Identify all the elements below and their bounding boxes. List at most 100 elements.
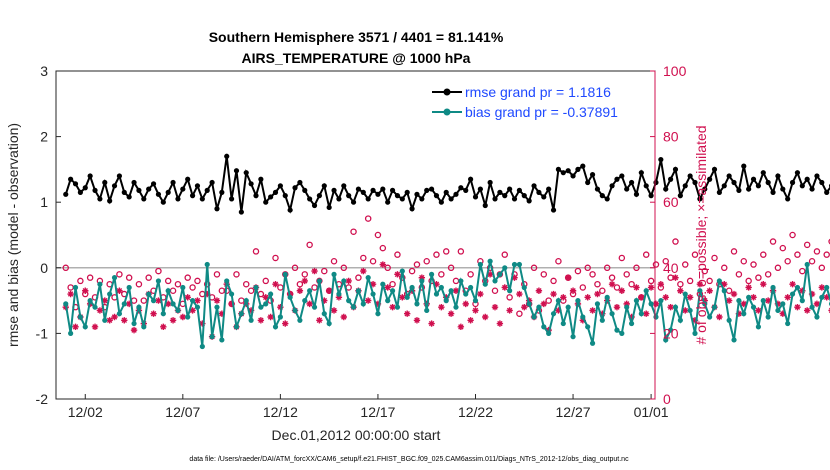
obs-possible-point bbox=[652, 261, 660, 268]
obs-possible-point bbox=[764, 271, 772, 278]
obs-possible-point bbox=[155, 267, 162, 275]
x-tick-label: 12/07 bbox=[165, 404, 200, 420]
bias-point bbox=[248, 317, 254, 323]
obs-assimilated-point bbox=[204, 290, 211, 298]
bias-point bbox=[297, 317, 303, 323]
obs-possible-point bbox=[803, 241, 811, 249]
obs-possible-point bbox=[818, 264, 826, 272]
obs-possible-point bbox=[813, 248, 821, 255]
rmse-point bbox=[131, 179, 137, 186]
rmse-point bbox=[824, 189, 830, 195]
bias-point bbox=[521, 284, 527, 291]
obs-assimilated-point bbox=[306, 300, 313, 308]
obs-assimilated-point bbox=[682, 307, 689, 314]
bias-point bbox=[355, 288, 362, 294]
rmse-point bbox=[102, 179, 108, 186]
rmse-point bbox=[355, 186, 362, 192]
x-tick-label: 12/17 bbox=[360, 404, 395, 420]
rmse-point bbox=[385, 199, 391, 205]
obs-assimilated-point bbox=[535, 287, 543, 294]
bias-point bbox=[824, 284, 830, 291]
bias-point bbox=[716, 278, 722, 284]
bias-point bbox=[311, 304, 318, 310]
bias-point bbox=[219, 337, 225, 343]
rmse-point bbox=[121, 189, 127, 195]
bias-point bbox=[531, 314, 537, 320]
bias-point bbox=[346, 298, 352, 304]
bias-point bbox=[229, 291, 235, 297]
bias-point bbox=[482, 281, 488, 287]
y-right-tick-label: 0 bbox=[663, 391, 671, 407]
obs-assimilated-point bbox=[228, 300, 235, 308]
obs-assimilated-point bbox=[125, 300, 133, 308]
obs-assimilated-point bbox=[91, 323, 99, 331]
obs-assimilated-point bbox=[111, 313, 118, 321]
rmse-point bbox=[628, 179, 635, 186]
obs-assimilated-point bbox=[399, 294, 406, 301]
obs-possible-point bbox=[740, 257, 748, 265]
obs-assimilated-point bbox=[189, 307, 196, 314]
bias-point bbox=[121, 301, 127, 307]
rmse-point bbox=[409, 206, 415, 212]
bias-point bbox=[233, 324, 240, 330]
obs-assimilated-point bbox=[784, 294, 791, 301]
obs-possible-point bbox=[442, 248, 450, 255]
obs-possible-point bbox=[789, 231, 796, 239]
x-tick-label: 12/02 bbox=[68, 404, 103, 420]
rmse-point bbox=[258, 176, 264, 182]
obs-assimilated-point bbox=[296, 287, 304, 294]
bias-point bbox=[189, 298, 196, 304]
y-left-tick-label: -1 bbox=[36, 325, 49, 341]
obs-assimilated-point bbox=[501, 284, 508, 291]
rmse-point bbox=[472, 194, 479, 200]
obs-possible-point bbox=[701, 267, 709, 275]
obs-assimilated-point bbox=[511, 274, 518, 281]
bias-point bbox=[731, 337, 737, 343]
obs-assimilated-point bbox=[677, 287, 684, 294]
obs-possible-point bbox=[330, 257, 338, 265]
obs-possible-point bbox=[491, 287, 499, 295]
bias-point bbox=[165, 288, 171, 294]
bias-point bbox=[765, 314, 771, 320]
obs-assimilated-point bbox=[169, 317, 177, 324]
obs-assimilated-point bbox=[345, 277, 352, 285]
bias-point bbox=[141, 324, 147, 330]
bias-point bbox=[180, 284, 186, 291]
rmse-point bbox=[248, 181, 254, 187]
obs-possible-point bbox=[247, 287, 255, 295]
rmse-point bbox=[638, 170, 644, 176]
rmse-point bbox=[531, 183, 537, 189]
bias-point bbox=[633, 298, 640, 304]
bias-point bbox=[707, 314, 713, 320]
bias-point bbox=[550, 311, 557, 317]
rmse-point bbox=[599, 193, 605, 199]
rmse-point bbox=[560, 170, 566, 176]
bias-point bbox=[263, 301, 269, 307]
bias-point bbox=[668, 327, 674, 333]
rmse-point bbox=[755, 183, 762, 189]
rmse-point bbox=[68, 176, 74, 182]
bias-point bbox=[77, 314, 83, 320]
rmse-point bbox=[692, 179, 698, 186]
rmse-point bbox=[453, 191, 459, 197]
rmse-point bbox=[165, 189, 171, 195]
legend-bias-label: bias grand pr = -0.37891 bbox=[465, 104, 618, 120]
rmse-point bbox=[238, 209, 244, 215]
bias-point bbox=[307, 288, 313, 294]
bias-point bbox=[785, 320, 791, 327]
x-tick-label: 12/27 bbox=[556, 404, 591, 420]
obs-assimilated-point bbox=[316, 317, 323, 324]
bias-point bbox=[702, 301, 708, 307]
rmse-point bbox=[253, 193, 259, 199]
obs-possible-point bbox=[681, 261, 689, 268]
x-axis-ticks: 12/02 12/07 12/12 12/17 12/22 12/27 01/01 bbox=[68, 394, 669, 420]
bias-point bbox=[97, 281, 103, 287]
obs-assimilated-point bbox=[364, 297, 372, 304]
bias-point bbox=[360, 301, 366, 307]
rmse-point bbox=[589, 172, 596, 178]
rmse-point bbox=[619, 173, 625, 179]
obs-assimilated-point bbox=[404, 310, 411, 317]
rmse-point bbox=[146, 186, 152, 192]
obs-possible-point bbox=[613, 284, 621, 291]
bias-point bbox=[409, 284, 415, 291]
